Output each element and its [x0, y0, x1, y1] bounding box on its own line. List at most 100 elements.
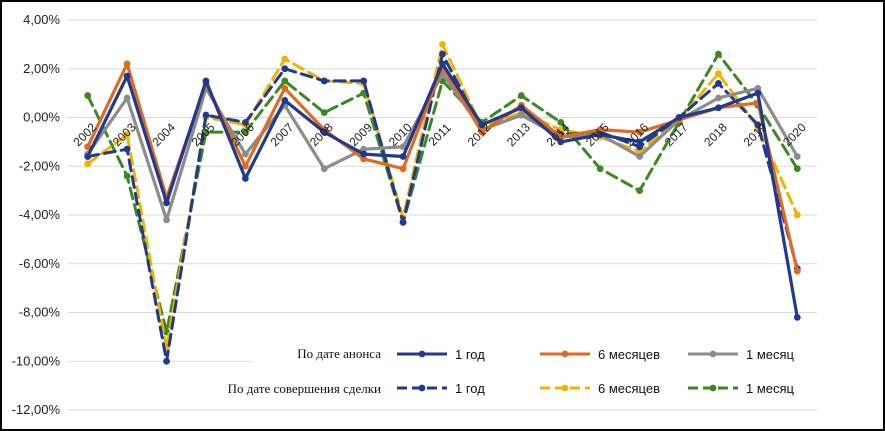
data-point — [123, 131, 131, 138]
data-point — [241, 128, 249, 136]
data-point — [636, 153, 644, 160]
data-point — [399, 165, 407, 173]
data-point — [478, 128, 486, 136]
data-point — [557, 138, 565, 146]
data-point — [84, 92, 92, 99]
data-point — [478, 121, 486, 129]
data-point — [517, 92, 525, 99]
y-tick-label: 2,00% — [23, 61, 60, 76]
y-axis-ticks: 4,00% 2,00% 0,00% -2,00% -4,00% -6,00% -8,00% -… — [12, 12, 61, 417]
data-point — [281, 84, 289, 92]
data-point — [399, 143, 407, 151]
data-point — [241, 162, 249, 170]
data-point — [596, 126, 604, 134]
data-point — [320, 128, 328, 136]
data-point — [715, 94, 722, 102]
legend-label: 6 месяцев — [598, 381, 660, 396]
x-tick-label: 2012 — [465, 120, 494, 149]
data-point — [281, 77, 289, 85]
data-point — [281, 65, 289, 73]
legend-label: 6 месяцев — [598, 347, 660, 362]
data-point — [715, 70, 722, 78]
x-tick-label: 2018 — [701, 120, 730, 149]
data-point — [202, 77, 210, 85]
y-tick-label: -12,00% — [12, 402, 61, 417]
data-point — [636, 187, 644, 195]
legend-marker — [561, 350, 569, 358]
data-point — [557, 118, 565, 126]
data-point — [84, 143, 92, 151]
legend-marker — [561, 384, 569, 392]
x-tick-label: 2009 — [346, 120, 375, 149]
data-point — [123, 172, 131, 180]
data-point — [793, 165, 801, 173]
y-tick-label: -10,00% — [12, 353, 61, 368]
legend-group-announce: По дате анонса — [297, 346, 381, 361]
data-point — [202, 111, 210, 119]
legend: По дате анонса По дате совершения сделки… — [228, 340, 822, 402]
legend-marker — [709, 350, 717, 358]
legend-background — [252, 340, 822, 402]
legend-marker — [418, 350, 426, 358]
y-tick-label: -2,00% — [19, 158, 61, 173]
y-tick-label: -4,00% — [19, 207, 61, 222]
data-point — [360, 145, 368, 153]
data-point — [360, 155, 368, 163]
data-point — [163, 357, 170, 365]
x-tick-label: 2020 — [780, 120, 809, 149]
series-line-announce-3 — [86, 71, 799, 222]
legend-marker — [418, 384, 426, 392]
data-point — [320, 165, 328, 173]
data-point — [754, 121, 762, 129]
data-point — [517, 111, 525, 119]
data-point — [281, 55, 289, 63]
data-point — [439, 60, 446, 68]
legend-label: 1 год — [455, 347, 485, 362]
series-line-deal-2 — [86, 42, 799, 351]
data-point — [754, 89, 762, 97]
data-point — [715, 79, 722, 87]
x-tick-label: 2013 — [504, 120, 533, 149]
series-lines — [84, 40, 801, 365]
data-point — [636, 128, 644, 136]
data-point — [163, 199, 170, 207]
data-point — [360, 150, 368, 158]
legend-label: 1 месяц — [746, 347, 795, 362]
data-point — [596, 131, 604, 138]
data-point — [596, 165, 604, 173]
data-point — [439, 50, 446, 58]
legend-group-deal: По дате совершения сделки — [228, 381, 381, 396]
data-point — [439, 40, 446, 48]
x-axis-ticks: 2002 2003 2004 2005 2006 2007 2008 2009 2010 2011… — [70, 120, 809, 149]
data-point — [281, 97, 289, 104]
data-point — [123, 145, 131, 153]
data-point — [123, 60, 131, 68]
data-point — [715, 104, 722, 112]
data-point — [715, 50, 722, 58]
data-point — [399, 153, 407, 160]
data-point — [84, 153, 92, 160]
data-point — [793, 211, 801, 219]
data-point — [163, 216, 170, 224]
data-point — [636, 143, 644, 151]
data-point — [793, 313, 801, 321]
data-point — [675, 114, 683, 121]
x-tick-label: 2004 — [149, 120, 178, 149]
data-point — [320, 77, 328, 85]
series-line-announce-2 — [86, 62, 799, 273]
data-point — [241, 118, 249, 126]
data-point — [241, 175, 249, 182]
legend-label: 1 месяц — [746, 381, 795, 396]
legend-marker — [709, 384, 717, 392]
data-point — [754, 84, 762, 92]
data-point — [360, 77, 368, 85]
data-point — [84, 160, 92, 168]
data-point — [517, 104, 525, 112]
data-point — [123, 94, 131, 102]
data-point — [399, 218, 407, 226]
data-point — [241, 150, 249, 158]
data-point — [636, 138, 644, 146]
y-tick-label: -8,00% — [19, 305, 61, 320]
